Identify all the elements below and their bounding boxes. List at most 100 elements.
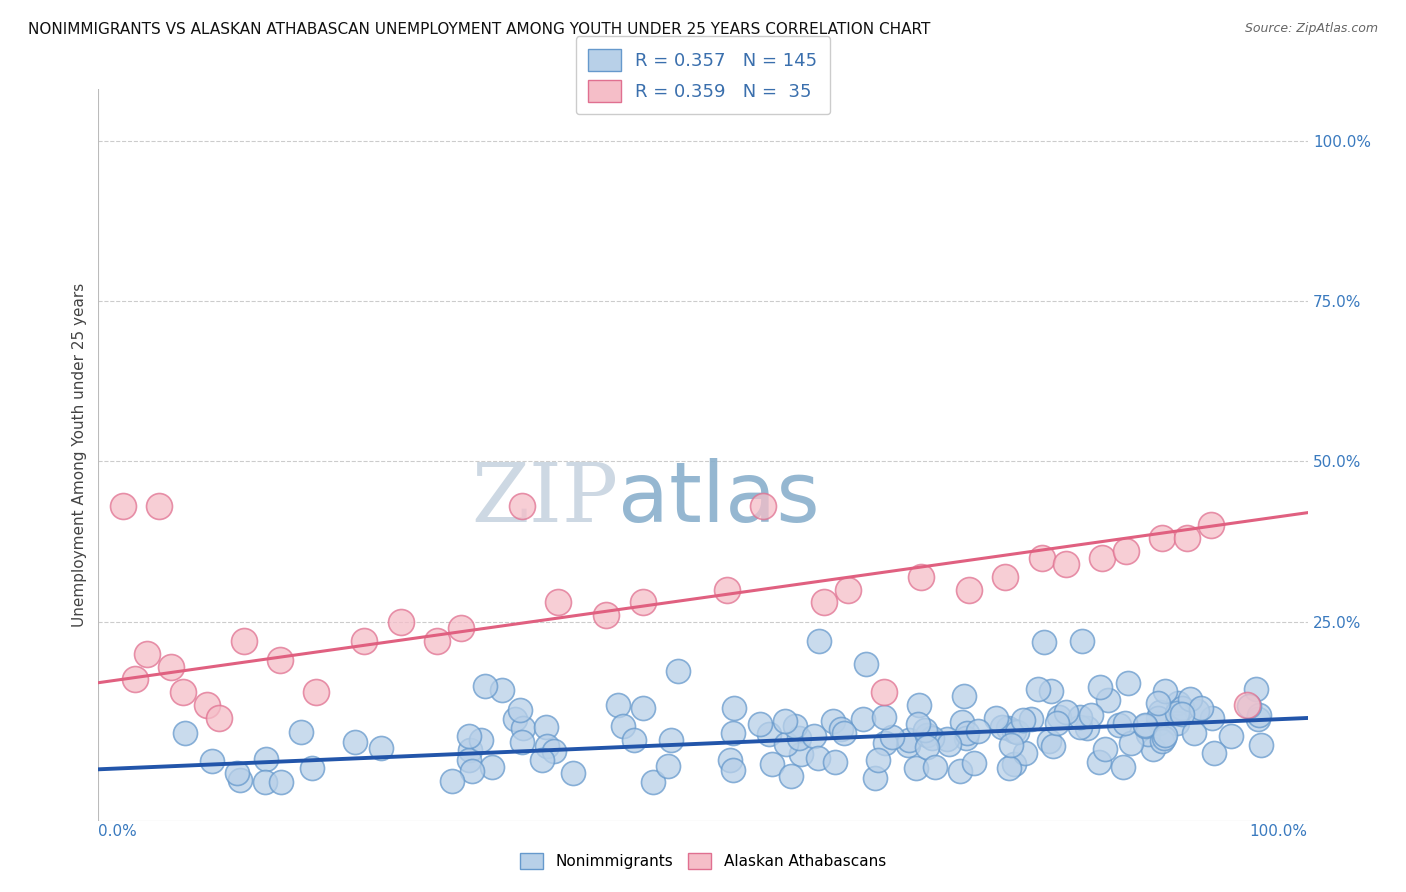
Point xyxy=(503,713,526,727)
Point xyxy=(807,751,830,765)
Point xyxy=(201,754,224,768)
Point xyxy=(904,761,927,775)
Point xyxy=(956,725,979,739)
Point xyxy=(1146,711,1168,725)
Point xyxy=(1116,676,1139,690)
Point xyxy=(1147,696,1170,710)
Point xyxy=(1147,715,1170,730)
Point xyxy=(917,727,939,741)
Point xyxy=(832,726,855,740)
Point xyxy=(821,714,844,728)
Point xyxy=(1000,738,1022,752)
Point xyxy=(1111,760,1133,774)
Point xyxy=(208,711,231,725)
Point xyxy=(721,763,744,777)
Point xyxy=(824,755,846,769)
Point xyxy=(950,714,973,729)
Point xyxy=(458,729,481,743)
Point xyxy=(855,657,877,671)
Point xyxy=(547,595,569,609)
Point xyxy=(426,634,449,648)
Point xyxy=(301,760,323,774)
Point xyxy=(1088,680,1111,694)
Y-axis label: Unemployment Among Youth under 25 years: Unemployment Among Youth under 25 years xyxy=(72,283,87,627)
Point xyxy=(1012,713,1035,727)
Point xyxy=(1202,746,1225,760)
Point xyxy=(124,673,146,687)
Point xyxy=(160,659,183,673)
Point xyxy=(1182,725,1205,739)
Point xyxy=(898,732,921,747)
Point xyxy=(643,775,665,789)
Point xyxy=(998,761,1021,775)
Point xyxy=(936,731,959,746)
Text: 0.0%: 0.0% xyxy=(98,824,138,838)
Point xyxy=(813,595,835,609)
Point xyxy=(269,653,291,667)
Text: Source: ZipAtlas.com: Source: ZipAtlas.com xyxy=(1244,22,1378,36)
Point xyxy=(657,758,679,772)
Point xyxy=(716,582,738,597)
Point xyxy=(474,679,496,693)
Point xyxy=(1026,682,1049,697)
Point xyxy=(938,737,960,751)
Point xyxy=(1167,696,1189,710)
Point xyxy=(225,766,247,780)
Point xyxy=(1175,532,1198,546)
Point xyxy=(1005,724,1028,739)
Point xyxy=(866,752,889,766)
Point xyxy=(270,775,292,789)
Point xyxy=(232,634,254,648)
Point xyxy=(135,647,157,661)
Point xyxy=(1153,731,1175,745)
Point xyxy=(718,753,741,767)
Point xyxy=(1236,698,1258,713)
Point xyxy=(254,775,277,789)
Point xyxy=(1054,706,1077,720)
Point xyxy=(1121,736,1143,750)
Point xyxy=(1150,734,1173,748)
Point xyxy=(491,683,513,698)
Point xyxy=(631,700,654,714)
Point xyxy=(305,685,328,699)
Point xyxy=(863,771,886,785)
Point xyxy=(1042,739,1064,753)
Point xyxy=(461,764,484,778)
Point xyxy=(873,710,896,724)
Point xyxy=(1114,716,1136,731)
Point xyxy=(1170,700,1192,714)
Point xyxy=(1189,701,1212,715)
Point xyxy=(1250,738,1272,752)
Point xyxy=(1247,707,1270,722)
Point xyxy=(773,714,796,728)
Point xyxy=(1137,727,1160,741)
Point xyxy=(787,731,810,746)
Point xyxy=(290,724,312,739)
Point xyxy=(1071,634,1094,648)
Point xyxy=(607,698,630,713)
Point xyxy=(1153,684,1175,698)
Point xyxy=(1142,742,1164,756)
Point xyxy=(561,766,583,780)
Point xyxy=(880,731,903,745)
Point xyxy=(1080,707,1102,722)
Point xyxy=(1069,710,1091,724)
Point xyxy=(1201,711,1223,725)
Point xyxy=(873,736,896,750)
Point xyxy=(721,725,744,739)
Point xyxy=(752,500,775,514)
Point xyxy=(1039,684,1062,698)
Point xyxy=(1047,710,1070,724)
Point xyxy=(353,634,375,648)
Point xyxy=(1244,682,1267,697)
Point xyxy=(195,698,218,713)
Point xyxy=(803,729,825,743)
Point xyxy=(873,685,896,699)
Point xyxy=(1108,718,1130,732)
Point xyxy=(966,723,988,738)
Point xyxy=(1166,715,1188,730)
Point xyxy=(1247,712,1270,726)
Text: atlas: atlas xyxy=(619,458,820,540)
Point xyxy=(659,733,682,747)
Point xyxy=(1220,729,1243,743)
